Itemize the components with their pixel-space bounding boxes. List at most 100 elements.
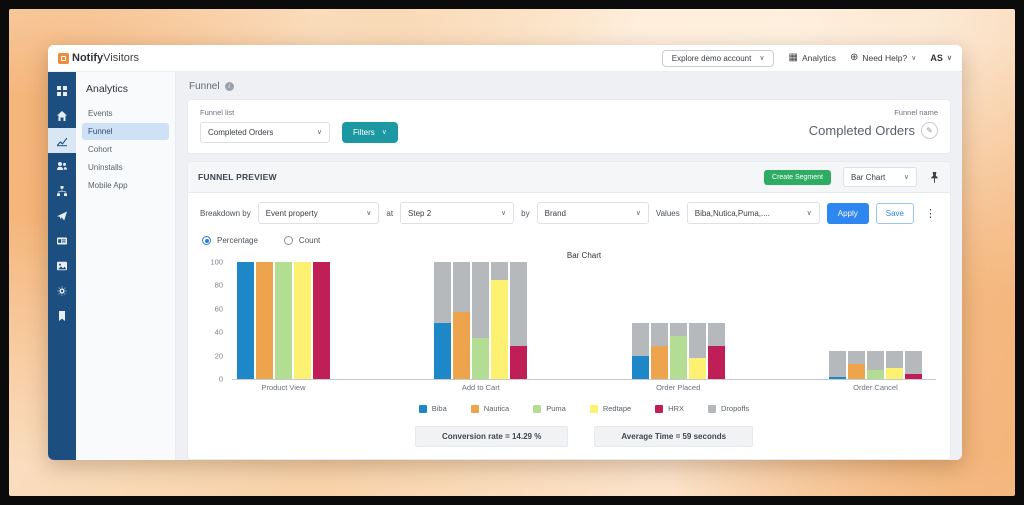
chevron-down-icon: ∨ [366,209,372,217]
funnel-list-label: Funnel list [200,108,235,117]
rail-settings-gear-icon[interactable] [48,278,76,303]
sidebar-item-funnel[interactable]: Funnel [82,123,169,140]
funnel-list-card: Funnel list Completed Orders ∨ Filters ∨… [187,99,951,154]
values-label: Values [655,208,680,218]
y-tick-label: 20 [214,351,223,361]
filters-button[interactable]: Filters ∨ [342,122,398,143]
at-label: at [386,208,394,218]
rail-card-icon[interactable] [48,228,76,253]
bar-biba [631,262,649,379]
funnel-bar-chart: 0 20 40 60 80 100 Product View Add to Cart Orde… [202,258,936,392]
chevron-down-icon: ∨ [316,129,322,136]
chart-plot: 0 20 40 60 80 100 [210,258,936,384]
values-select[interactable]: Biba,Nutica,Puma,.... ∨ [686,202,820,224]
notifyvisitors-logo-icon [58,52,69,64]
funnel-name-value: Completed Orders [808,123,915,138]
save-button[interactable]: Save [875,202,914,224]
bar-redtape [294,262,311,379]
y-tick-label: 100 [210,257,223,267]
explore-demo-account-button[interactable]: Explore demo account ∨ [661,49,775,67]
legend-swatch-icon [470,404,479,413]
sidebar-item-mobile-app[interactable]: Mobile App [88,181,128,190]
y-tick-label: 60 [214,304,223,314]
bar-hrx [510,262,528,379]
breakdown-by-value: Event property [265,208,318,218]
x-axis-label: Order Cancel [853,383,898,392]
funnel-stats-row: Conversion rate = 14.29 % Average Time =… [218,426,950,447]
notifyvisitors-logo[interactable]: NotifyVisitors [58,52,139,64]
bar-biba [237,262,254,379]
bar-puma [275,262,292,379]
sidebar-item-uninstalls[interactable]: Uninstalls [88,163,123,172]
bar-puma [866,262,884,379]
conversion-rate-badge: Conversion rate = 14.29 % [414,426,569,447]
rail-home-icon[interactable] [48,103,76,128]
chart-type-select[interactable]: Bar Chart ∨ [843,167,917,187]
sidebar-item-cohort[interactable]: Cohort [88,145,113,154]
legend-item-redtape: Redtape [589,404,632,413]
apply-button[interactable]: Apply [826,202,869,224]
property-select[interactable]: Brand ∨ [536,202,649,224]
rail-analytics-icon[interactable] [48,128,76,153]
bar-biba [828,262,846,379]
need-help-menu[interactable]: ⊕ Need Help? ∨ [849,52,916,64]
app-window: NotifyVisitors Explore demo account ∨ ▦ … [48,45,962,460]
x-axis-label: Order Placed [656,383,701,392]
breakdown-row: Breakdown by Event property ∨ at Step 2 … [188,193,950,230]
property-select-value: Brand [544,208,566,218]
pin-icon[interactable] [929,171,940,184]
create-segment-button[interactable]: Create Segment [764,169,831,185]
rail-menu-grid-icon[interactable] [48,78,76,103]
funnel-select[interactable]: Completed Orders ∨ [200,122,330,143]
rail-image-icon[interactable] [48,253,76,278]
chart-y-axis: 0 20 40 60 80 100 [202,258,228,384]
chevron-down-icon: ∨ [635,209,641,217]
count-label: Count [298,236,321,245]
bar-redtape [491,262,509,379]
chart-group-add-to-cart [434,262,528,379]
funnel-preview-header: FUNNEL PREVIEW Create Segment Bar Chart … [188,162,950,193]
help-ring-icon: ⊕ [849,52,859,63]
average-time-badge: Average Time = 59 seconds [594,426,754,447]
bar-nautica [847,262,865,379]
chart-x-axis-labels: Product View Add to Cart Order Placed Order… [232,383,936,392]
chart-group-product-view [237,262,330,379]
by-label: by [521,208,530,218]
bar-nautica [256,262,273,379]
analytics-label: Analytics [801,53,836,63]
main-content: Funnel i Funnel list Completed Orders ∨ … [176,72,962,460]
sidebar-item-events[interactable]: Events [88,109,113,118]
page-title: Funnel [189,81,220,92]
rail-sitemap-icon[interactable] [48,178,76,203]
step-select[interactable]: Step 2 ∨ [400,202,515,224]
legend-label: Dropoffs [721,404,750,413]
sidebar-title: Analytics [86,83,129,95]
legend-item-nautica: Nautica [470,404,509,413]
funnel-select-value: Completed Orders [208,128,274,137]
edit-pencil-icon[interactable]: ✎ [921,122,938,139]
funnel-preview-card: FUNNEL PREVIEW Create Segment Bar Chart … [187,161,951,460]
breakdown-by-select[interactable]: Event property ∨ [257,202,380,224]
legend-label: Redtape [602,404,632,413]
x-axis-label: Product View [261,383,306,392]
y-tick-label: 40 [214,327,223,337]
rail-bookmark-icon[interactable] [48,303,76,328]
count-radio[interactable]: Count [283,236,321,245]
chart-title: Bar Chart [566,251,602,260]
icon-rail [48,72,76,460]
info-icon[interactable]: i [224,82,234,91]
rail-users-icon[interactable] [48,153,76,178]
analytics-sidebar: Analytics Events Funnel Cohort Uninstall… [76,72,176,460]
percentage-radio[interactable]: Percentage [202,236,258,245]
bar-biba [434,262,452,379]
need-help-label: Need Help? [862,53,908,63]
y-tick-label: 0 [218,374,223,384]
bar-hrx [707,262,725,379]
rail-send-icon[interactable] [48,203,76,228]
bar-hrx [313,262,330,379]
step-select-value: Step 2 [408,208,432,218]
bar-redtape [885,262,903,379]
user-avatar-menu[interactable]: AS ∨ [930,53,952,63]
analytics-apps-button[interactable]: ▦ Analytics [788,53,836,64]
kebab-menu-icon[interactable]: ⋮ [925,207,936,220]
